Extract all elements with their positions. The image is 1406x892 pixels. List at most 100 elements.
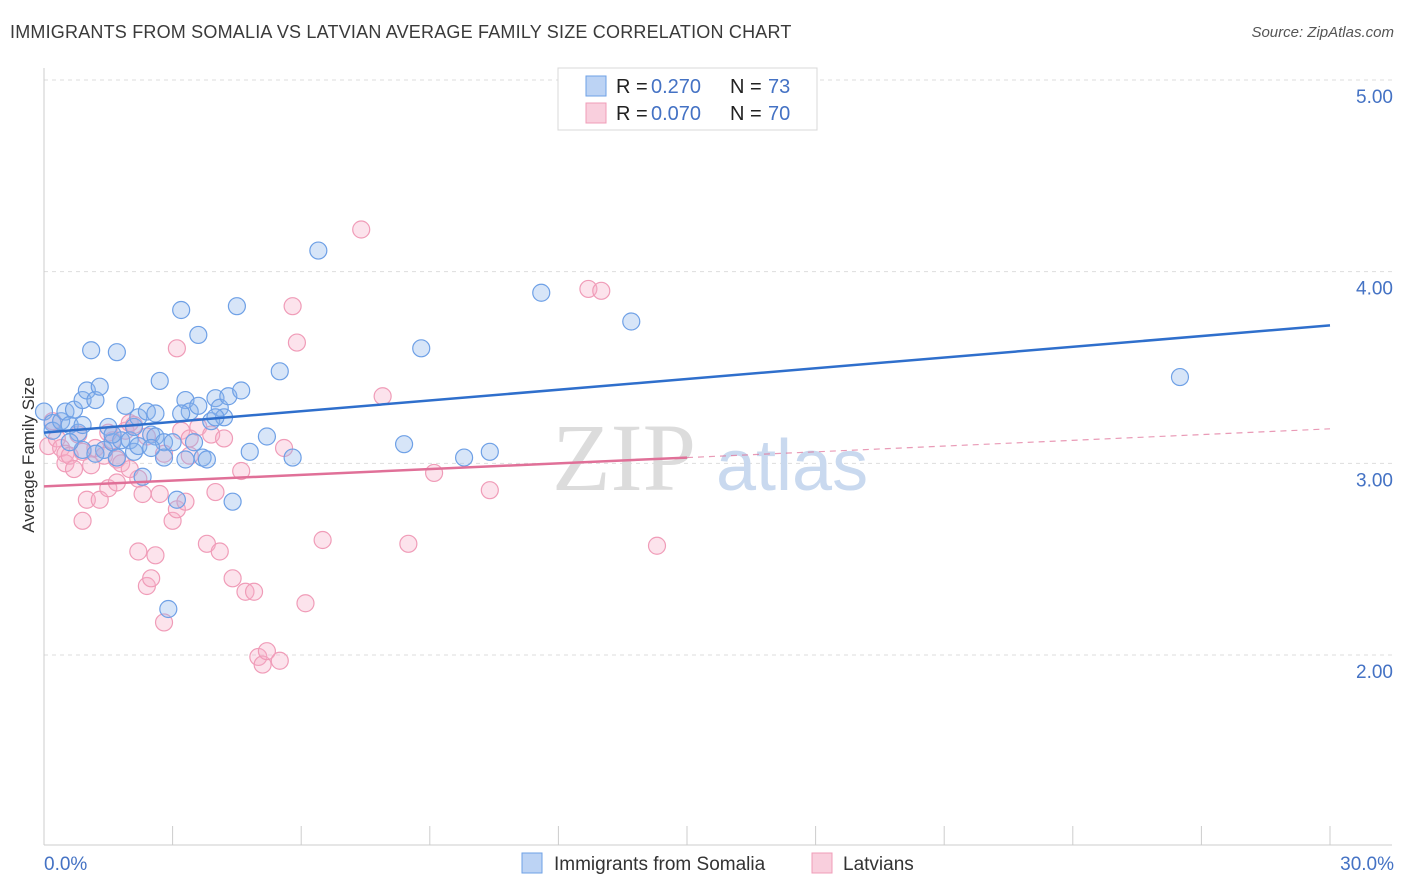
- axes: [43, 68, 1392, 846]
- latvian-point-65: [592, 281, 611, 300]
- somalia-point-3: [52, 412, 71, 431]
- somalia-point-57: [394, 435, 414, 454]
- latvian-point-10: [73, 511, 92, 530]
- latvian-point-66: [647, 536, 667, 555]
- somalia-point-70: [86, 444, 105, 463]
- bottom-legend-swatch-latvians: [811, 852, 833, 874]
- latvian-point-58: [313, 530, 332, 550]
- somalia-point-49: [223, 492, 242, 511]
- bottom-legend-label-latvians: Latvians: [843, 854, 914, 875]
- somalia-point-38: [176, 450, 195, 469]
- somalia-point-59: [454, 448, 474, 467]
- somalia-point-58: [412, 339, 431, 358]
- somalia-point-20: [116, 396, 135, 415]
- latvian-point-26: [133, 484, 152, 504]
- x-tick-label-1: 30.0%: [1340, 854, 1394, 875]
- latvian-point-44: [210, 542, 229, 561]
- latvian-point-49: [244, 582, 264, 601]
- latvian-point-59: [352, 220, 371, 239]
- somalia-point-34: [163, 433, 182, 452]
- latvian-point-47: [232, 461, 251, 481]
- bottom-legend-swatch-somalia: [521, 852, 543, 874]
- somalia-point-60: [480, 442, 499, 461]
- latvian-point-12: [82, 456, 101, 475]
- watermark-atlas: atlas: [716, 426, 868, 506]
- somalia-point-68: [142, 438, 161, 458]
- somalia-point-51: [232, 381, 251, 400]
- latvian-point-57: [296, 594, 315, 613]
- somalia-point-62: [622, 312, 641, 331]
- somalia-point-29: [146, 404, 165, 423]
- latvian-point-29: [142, 569, 161, 588]
- latvian-point-45: [214, 429, 234, 448]
- latvian-point-46: [223, 569, 242, 588]
- somalia-point-72: [189, 396, 208, 415]
- somalia-point-64: [172, 404, 191, 423]
- latvian-point-25: [129, 542, 148, 561]
- somalia-point-13: [90, 377, 109, 396]
- somalia-point-53: [257, 427, 277, 446]
- y-tick-label-2: 4.00: [1356, 279, 1393, 300]
- latvian-point-34: [163, 511, 182, 530]
- somalia-point-56: [309, 241, 328, 260]
- latvian-point-63: [480, 481, 499, 500]
- x-tick-labels: 0.0% 30.0%: [44, 854, 1394, 875]
- legend-r-value-somalia: 0.270: [651, 76, 701, 98]
- latvian-point-61: [399, 534, 418, 553]
- somalia-point-9: [73, 390, 92, 410]
- somalia-point-36: [172, 300, 191, 320]
- somalia-point-55: [283, 448, 302, 467]
- latvian-point-30: [146, 546, 165, 565]
- y-tick-labels: 2.00 3.00 4.00 5.00: [1356, 87, 1393, 683]
- somalia-point-63: [1170, 367, 1190, 387]
- bottom-legend-label-somalia: Immigrants from Somalia: [554, 854, 766, 875]
- somalia-point-17: [107, 448, 126, 467]
- trend-lines: [43, 324, 1331, 488]
- x-tick-label-0: 0.0%: [44, 854, 87, 875]
- latvian-point-53: [270, 651, 289, 670]
- top-legend: R = 0.270 N = 73 R = 0.070 N = 70: [557, 67, 818, 131]
- somalia-points: [34, 241, 1190, 619]
- latvian-point-7: [64, 459, 84, 479]
- bottom-legend: Immigrants from Somalia Latvians: [521, 852, 914, 875]
- somalia-point-30: [150, 371, 169, 391]
- y-tick-label-1: 3.00: [1356, 470, 1393, 491]
- latvian-point-33: [154, 613, 174, 632]
- latvian-point-56: [287, 333, 307, 352]
- latvian-point-52: [257, 642, 277, 661]
- y-tick-label-0: 2.00: [1356, 662, 1393, 683]
- somalia-point-50: [227, 297, 246, 316]
- chart-source: Source: ZipAtlas.com: [1251, 24, 1394, 41]
- legend-n-label-somalia: N =: [730, 76, 762, 98]
- legend-r-label-somalia: R =: [616, 76, 648, 98]
- somalia-trend-line: [43, 324, 1331, 434]
- somalia-point-41: [189, 325, 208, 345]
- somalia-point-12: [86, 390, 105, 410]
- legend-swatch-latvians: [585, 102, 607, 124]
- y-axis-label: Average Family Size: [19, 377, 38, 533]
- latvian-point-62: [424, 463, 444, 483]
- chart-title: IMMIGRANTS FROM SOMALIA VS LATVIAN AVERA…: [10, 22, 792, 42]
- latvian-point-11: [77, 490, 96, 509]
- somalia-point-61: [532, 283, 551, 302]
- legend-n-value-latvians: 70: [768, 103, 790, 125]
- latvians-trend-line: [43, 456, 688, 488]
- somalia-point-52: [240, 442, 259, 461]
- somalia-point-54: [270, 362, 289, 381]
- latvian-point-31: [150, 484, 169, 504]
- somalia-point-33: [159, 599, 178, 619]
- legend-swatch-somalia: [585, 75, 607, 97]
- somalia-point-32: [154, 448, 174, 467]
- latvian-point-51: [253, 655, 272, 674]
- latvian-point-43: [206, 482, 225, 502]
- y-tick-label-3: 5.00: [1356, 87, 1393, 108]
- somalia-point-67: [60, 433, 79, 452]
- somalia-point-11: [82, 341, 101, 360]
- somalia-point-40: [184, 433, 204, 452]
- latvian-point-55: [283, 297, 302, 316]
- somalia-point-18: [107, 343, 126, 362]
- somalia-point-35: [167, 490, 186, 509]
- legend-n-value-somalia: 73: [768, 76, 790, 98]
- latvian-point-60: [373, 387, 392, 406]
